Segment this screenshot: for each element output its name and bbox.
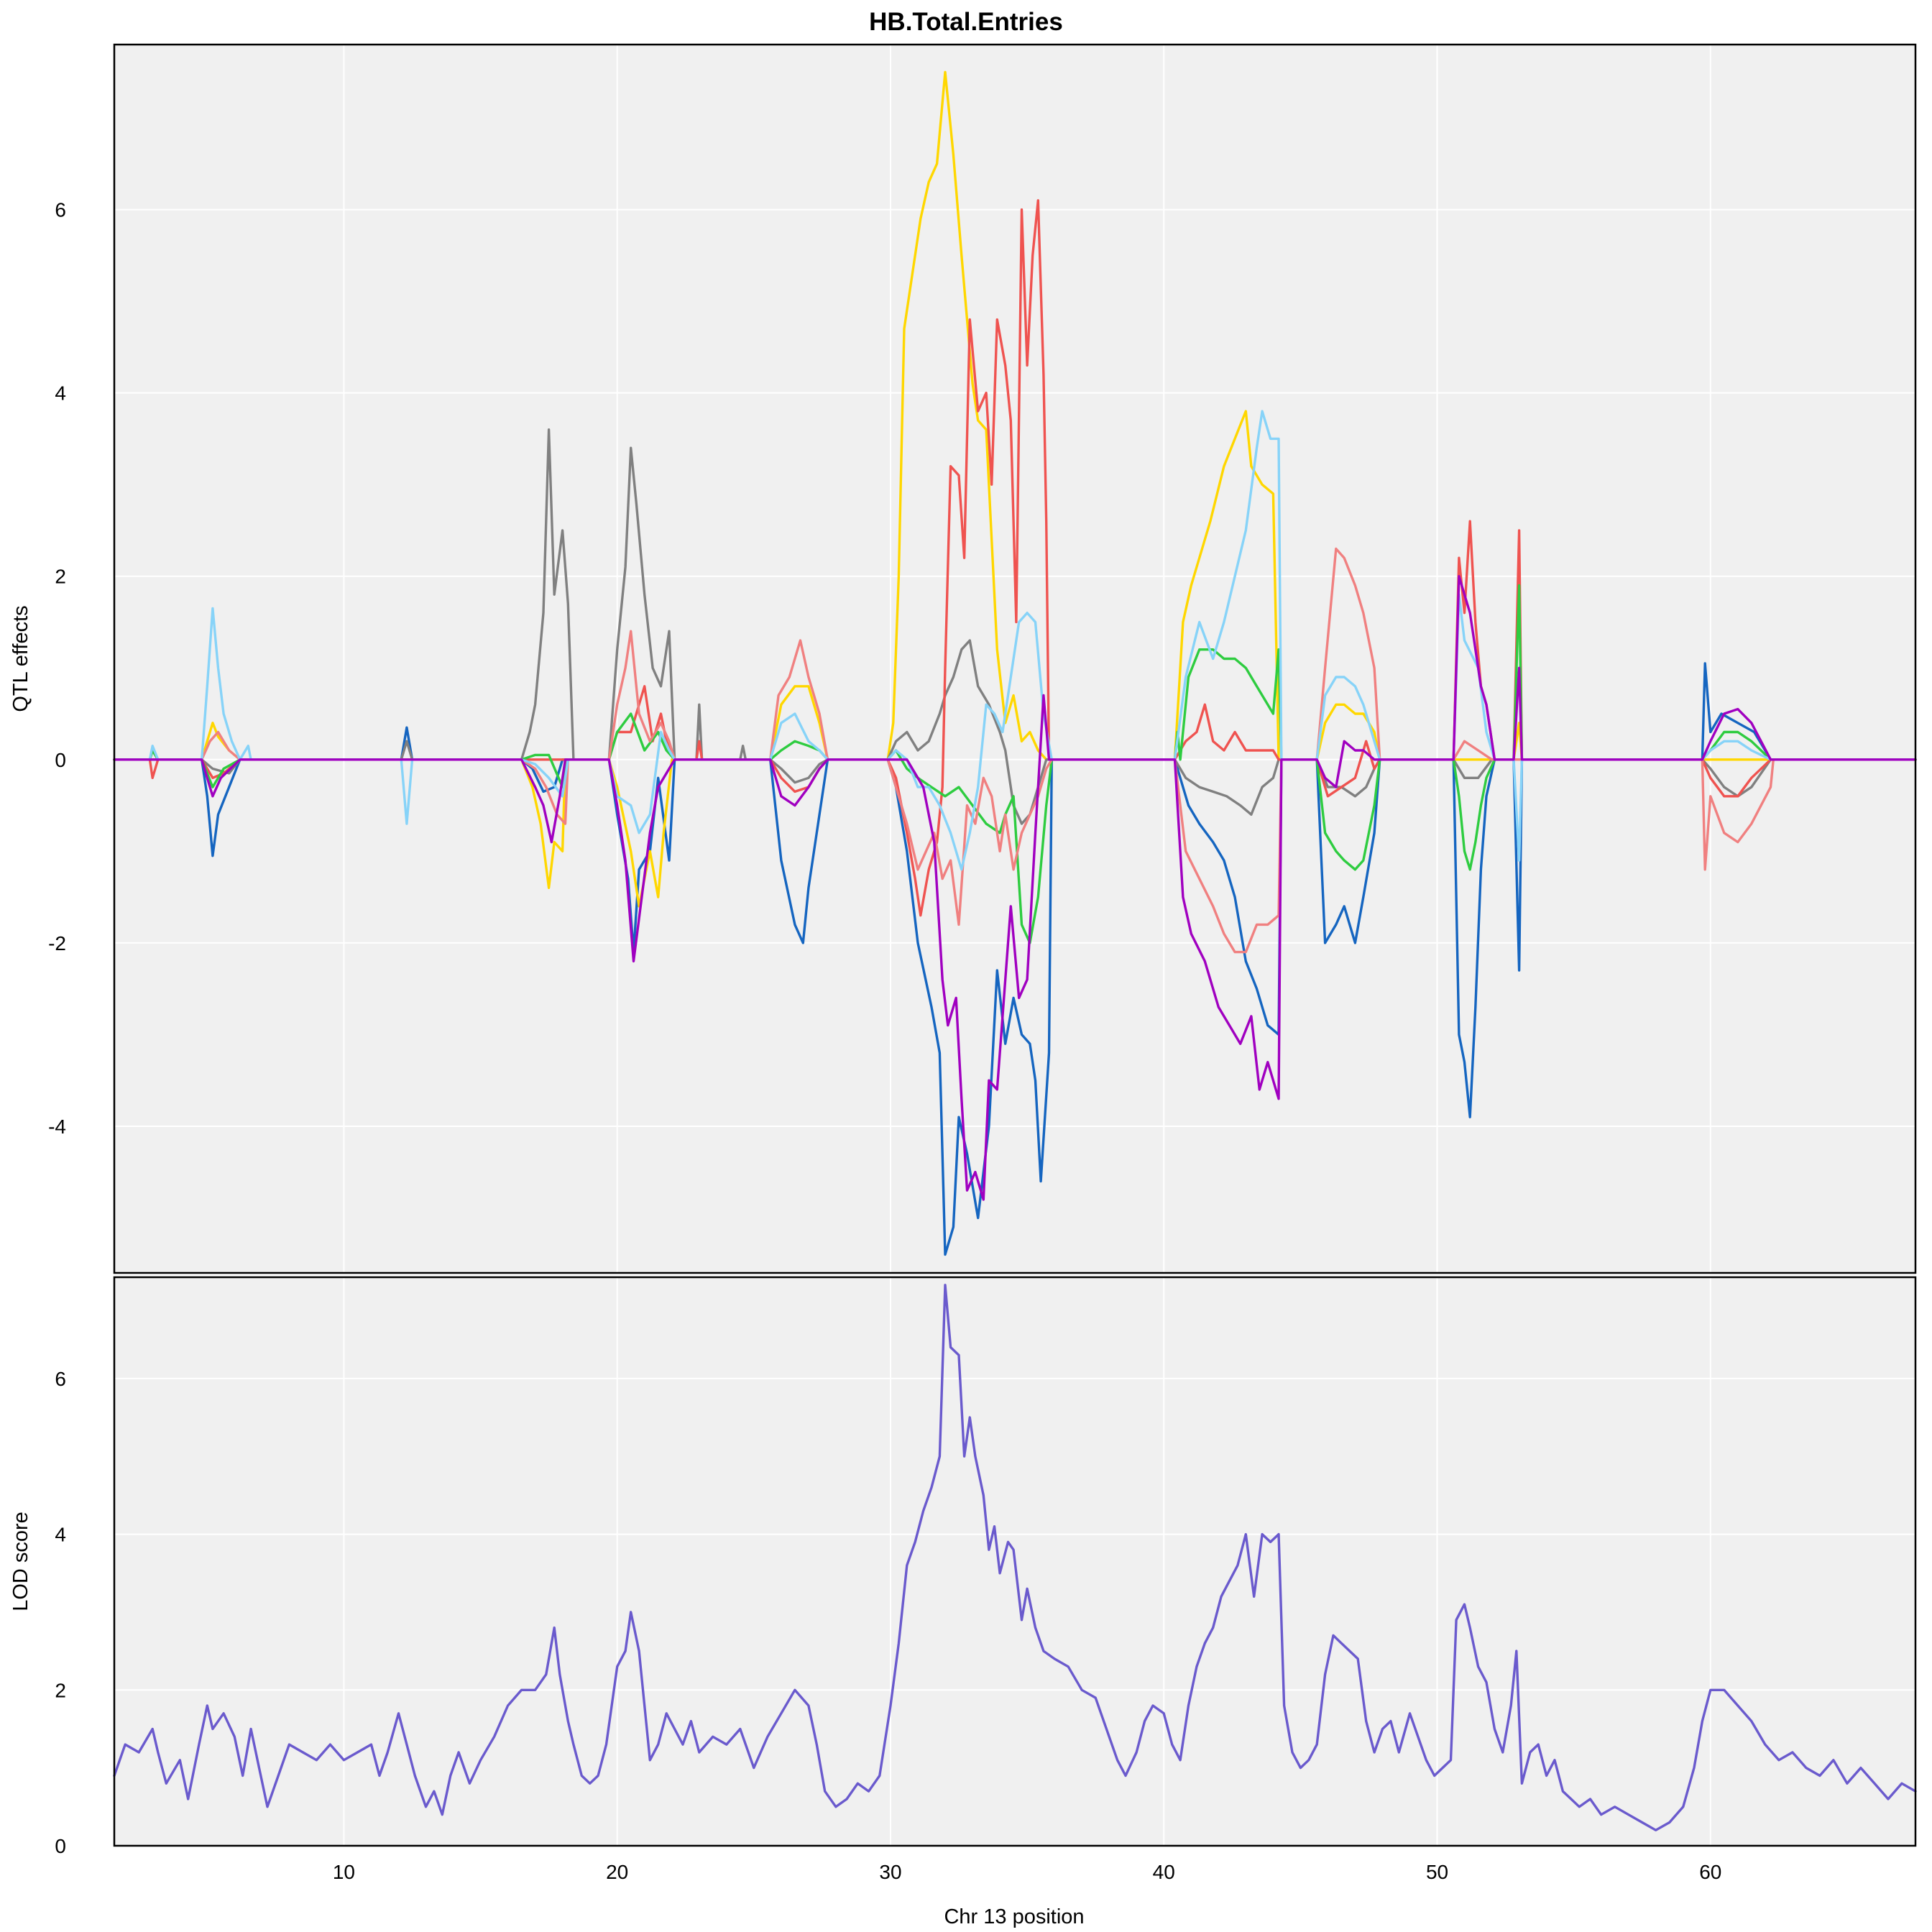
effects-y-tick-label: 2 — [55, 566, 66, 588]
lod-series-line-1 — [113, 1284, 1917, 1832]
effects-y-tick-label: -2 — [48, 932, 66, 954]
lod-y-tick-label: 6 — [55, 1368, 66, 1390]
effects-series-line-6 — [113, 547, 1917, 954]
lod-y-tick-label: 0 — [55, 1835, 66, 1857]
effects-series-line-3 — [113, 428, 1917, 825]
lod-y-tick-label: 4 — [55, 1524, 66, 1546]
effects-y-axis-label: QTL effects — [9, 605, 32, 712]
x-tick-label: 20 — [606, 1861, 628, 1883]
lod-y-axis-label: LOD score — [9, 1512, 32, 1611]
lod-panel: 0 2 4 6 10 20 30 40 50 60 — [55, 1276, 1917, 1883]
x-axis-label: Chr 13 position — [944, 1905, 1084, 1928]
effects-panel: -4 -2 0 2 4 6 — [48, 43, 1917, 1274]
effects-series-line-8 — [113, 575, 1917, 1201]
chart-title: HB.Total.Entries — [869, 8, 1063, 36]
effects-y-tick-label: 4 — [55, 382, 66, 405]
effects-plot-background — [114, 45, 1915, 1273]
x-tick-label: 50 — [1426, 1861, 1448, 1883]
lod-plot-frame — [113, 1276, 1917, 1847]
lod-y-tick-label: 2 — [55, 1679, 66, 1701]
effects-plot-frame — [113, 43, 1917, 1274]
x-tick-label: 40 — [1153, 1861, 1175, 1883]
effects-series-line-2 — [113, 70, 1917, 908]
x-tick-label: 10 — [333, 1861, 355, 1883]
x-tick-label: 60 — [1699, 1861, 1721, 1883]
effects-series-line-5 — [113, 584, 1917, 944]
effects-y-tick-label: 0 — [55, 749, 66, 771]
effects-y-tick-label: 6 — [55, 199, 66, 221]
effects-y-tick-label: -4 — [48, 1116, 66, 1138]
x-tick-label: 30 — [879, 1861, 901, 1883]
